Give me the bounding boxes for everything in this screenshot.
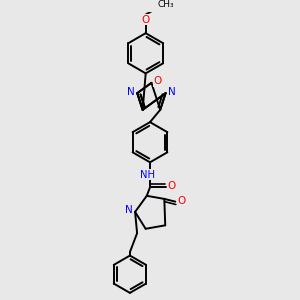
Text: N: N <box>125 206 133 215</box>
Text: CH₃: CH₃ <box>158 0 174 9</box>
Text: N: N <box>127 87 135 97</box>
Text: O: O <box>154 76 162 86</box>
Text: O: O <box>142 15 150 25</box>
Text: NH: NH <box>140 169 154 180</box>
Text: N: N <box>168 87 176 97</box>
Text: O: O <box>167 181 175 191</box>
Text: O: O <box>177 196 186 206</box>
